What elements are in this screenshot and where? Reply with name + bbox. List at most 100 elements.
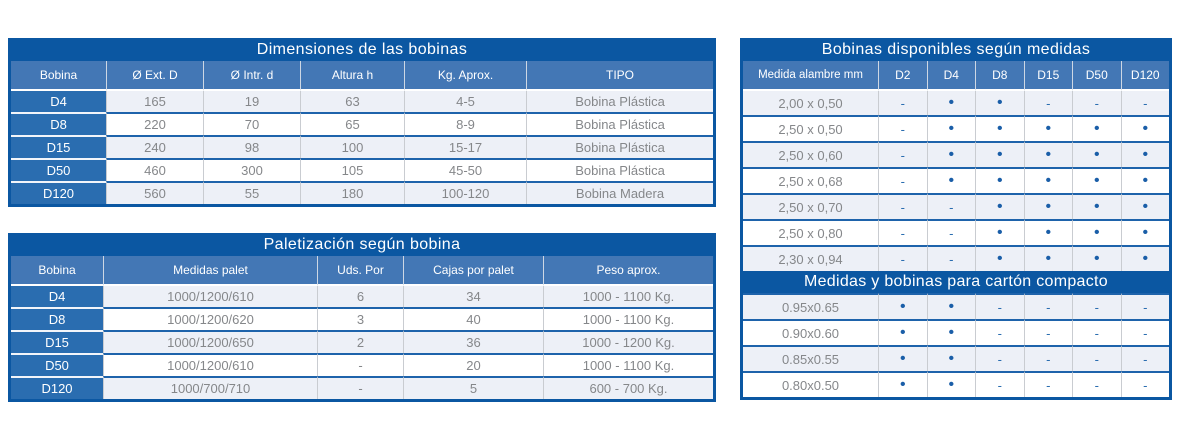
cell-value: 1000/1200/650 xyxy=(103,330,317,353)
row-label: 0.85x0.55 xyxy=(743,345,878,371)
table-row: D120 560 55 180 100-120 Bobina Madera xyxy=(11,181,713,204)
availability-dot: • xyxy=(975,193,1024,219)
table-row: 2,50 x 0,60- • • • • • xyxy=(743,141,1169,167)
availability-dot: • xyxy=(926,91,975,115)
row-label: 0.80x0.50 xyxy=(743,371,878,397)
availability-dash: - xyxy=(975,371,1024,397)
cell-value: 2 xyxy=(317,330,403,353)
column-header: Altura h xyxy=(300,61,404,91)
cell-value: 600 - 700 Kg. xyxy=(543,376,713,399)
cell-value: - xyxy=(317,353,403,376)
table-row: D4 165 19 63 4-5 Bobina Plástica xyxy=(11,91,713,112)
cell-value: Bobina Plástica xyxy=(526,112,713,135)
row-label: 2,50 x 0,70 xyxy=(743,193,878,219)
cell-value: 45-50 xyxy=(404,158,526,181)
table-disponibles: Bobinas disponibles según medidas Medida… xyxy=(740,38,1172,400)
availability-dot: • xyxy=(975,115,1024,141)
column-header: D2 xyxy=(878,61,927,91)
availability-dot: • xyxy=(1120,167,1169,193)
cell-value: 180 xyxy=(300,181,404,204)
cell-value: 40 xyxy=(403,307,543,330)
row-label: D120 xyxy=(11,181,106,204)
availability-dash: - xyxy=(878,141,927,167)
cell-value: 100-120 xyxy=(404,181,526,204)
table-row: 0.90x0.60 • • - - - - xyxy=(743,319,1169,345)
availability-dot: • xyxy=(1120,193,1169,219)
availability-dash: - xyxy=(1072,371,1121,397)
cell-value: 5 xyxy=(403,376,543,399)
column-header: Peso aprox. xyxy=(543,256,713,286)
row-label: D4 xyxy=(11,91,106,112)
cell-value: Bobina Madera xyxy=(526,181,713,204)
availability-dot: • xyxy=(1023,167,1072,193)
availability-dot: • xyxy=(1023,219,1072,245)
availability-dash: - xyxy=(926,219,975,245)
availability-dash: - xyxy=(878,167,927,193)
cell-value: 240 xyxy=(106,135,203,158)
cell-value: 165 xyxy=(106,91,203,112)
availability-dot: • xyxy=(878,371,927,397)
availability-dash: - xyxy=(1120,293,1169,319)
row-label: D15 xyxy=(11,330,103,353)
availability-dash: - xyxy=(1120,319,1169,345)
cell-value: 1000 - 1100 Kg. xyxy=(543,286,713,307)
table-row: 0.85x0.55 • • - - - - xyxy=(743,345,1169,371)
column-header: Bobina xyxy=(11,256,103,286)
availability-dash: - xyxy=(1023,91,1072,115)
cell-value: Bobina Plástica xyxy=(526,158,713,181)
availability-dash: - xyxy=(926,193,975,219)
cell-value: 1000 - 1100 Kg. xyxy=(543,307,713,330)
row-label: 2,50 x 0,50 xyxy=(743,115,878,141)
availability-dot: • xyxy=(926,167,975,193)
cell-value: 20 xyxy=(403,353,543,376)
table-row: 2,50 x 0,68- • • • • • xyxy=(743,167,1169,193)
row-label: D8 xyxy=(11,307,103,330)
availability-dash: - xyxy=(926,245,975,271)
row-label: 2,50 x 0,60 xyxy=(743,141,878,167)
availability-dot: • xyxy=(926,319,975,345)
cell-value: - xyxy=(317,376,403,399)
availability-dash: - xyxy=(878,245,927,271)
availability-dot: • xyxy=(1120,219,1169,245)
availability-dot: • xyxy=(1120,141,1169,167)
cell-value: 1000/1200/620 xyxy=(103,307,317,330)
availability-dot: • xyxy=(926,371,975,397)
column-header: Medida alambre mm xyxy=(743,61,878,91)
table-dimensiones-title: Dimensiones de las bobinas xyxy=(11,38,713,61)
availability-dot: • xyxy=(1072,245,1121,271)
cell-value: 70 xyxy=(203,112,300,135)
availability-dot: • xyxy=(975,245,1024,271)
row-label: 2,50 x 0,68 xyxy=(743,167,878,193)
table-row: D50 1000/1200/610-20 1000 - 1100 Kg. xyxy=(11,353,713,376)
availability-dash: - xyxy=(975,319,1024,345)
availability-dot: • xyxy=(1072,193,1121,219)
table-row: 2,50 x 0,70- - • • • • xyxy=(743,193,1169,219)
column-header: D50 xyxy=(1072,61,1121,91)
row-label: D50 xyxy=(11,353,103,376)
availability-dash: - xyxy=(1120,371,1169,397)
row-label: D15 xyxy=(11,135,106,158)
table-disponibles-title: Bobinas disponibles según medidas xyxy=(743,38,1169,61)
table-row: 2,50 x 0,50- • • • • • xyxy=(743,115,1169,141)
row-label: 0.95x0.65 xyxy=(743,293,878,319)
cell-value: 1000/700/710 xyxy=(103,376,317,399)
availability-dash: - xyxy=(1072,293,1121,319)
availability-dash: - xyxy=(975,293,1024,319)
cell-value: 55 xyxy=(203,181,300,204)
section-subheader-title: Medidas y bobinas para cartón compacto xyxy=(743,271,1169,293)
availability-dot: • xyxy=(1072,167,1121,193)
header-row: Bobina Medidas palet Uds. Por Cajas por pal… xyxy=(11,256,713,286)
table-row: D15 240 98 100 15-17 Bobina Plástica xyxy=(11,135,713,158)
cell-value: 300 xyxy=(203,158,300,181)
cell-value: 19 xyxy=(203,91,300,112)
cell-value: 63 xyxy=(300,91,404,112)
availability-dash: - xyxy=(1023,293,1072,319)
table-row: 2,30 x 0,94- - • • • • xyxy=(743,245,1169,271)
availability-dash: - xyxy=(975,345,1024,371)
availability-dash: - xyxy=(1023,371,1072,397)
availability-dash: - xyxy=(1072,345,1121,371)
column-header: Cajas por palet xyxy=(403,256,543,286)
disponibles-table: Medida alambre mm D2 D4 D8 D15 D50 D120 2,00 x… xyxy=(743,61,1169,397)
